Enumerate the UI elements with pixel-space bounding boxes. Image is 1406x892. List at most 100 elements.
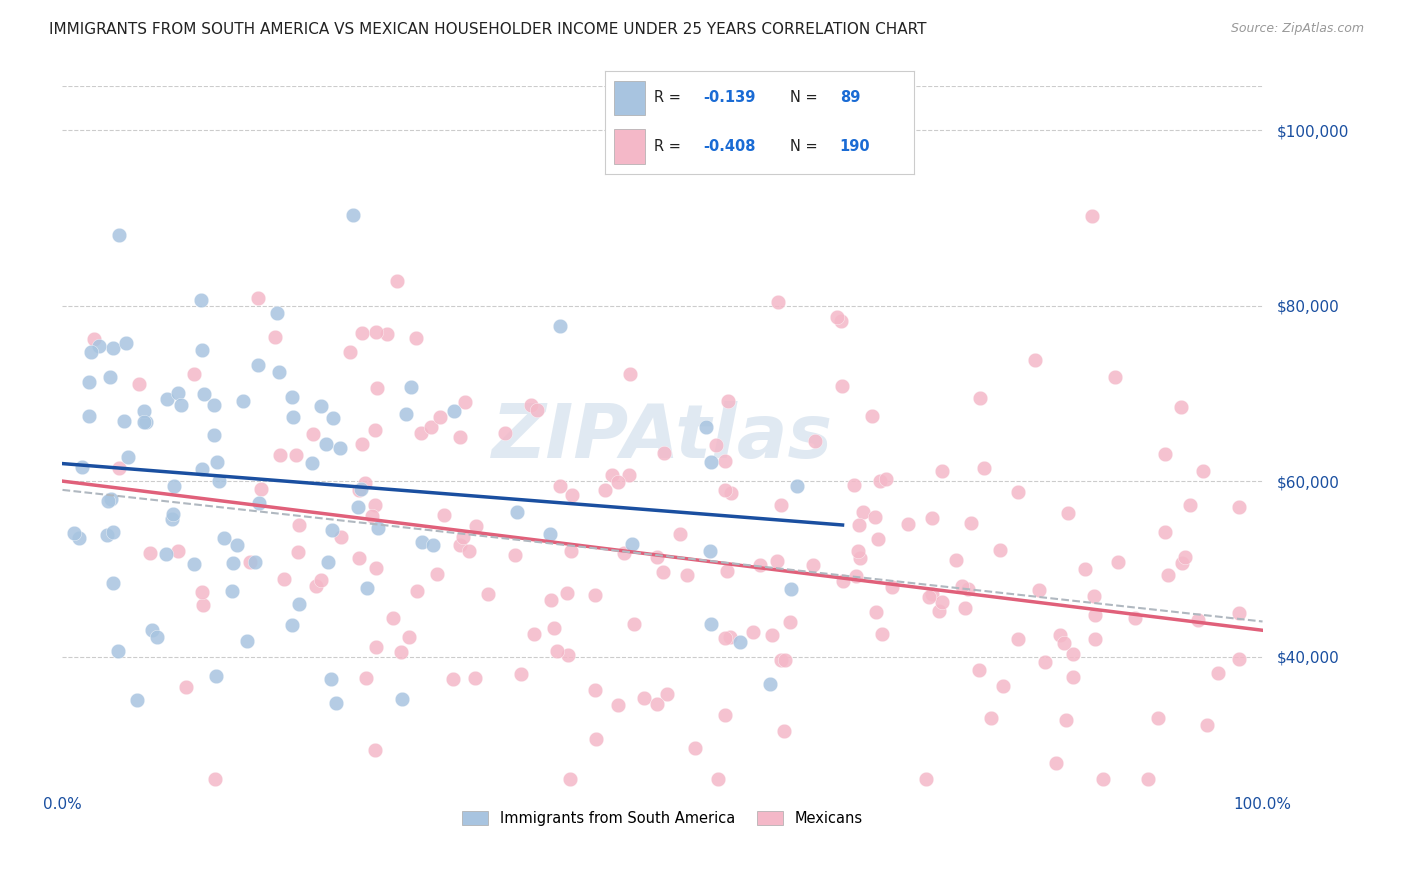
Point <box>204 772 226 787</box>
Point <box>79 375 101 389</box>
Point <box>398 630 420 644</box>
Point <box>405 330 427 344</box>
Point <box>509 667 531 681</box>
Point <box>714 631 737 645</box>
Point <box>1156 567 1178 582</box>
Point <box>315 437 337 451</box>
Point <box>519 398 541 412</box>
Point <box>779 582 801 596</box>
Point <box>1033 655 1056 669</box>
Point <box>79 409 101 423</box>
Point <box>717 393 740 408</box>
Point <box>652 445 675 459</box>
Point <box>759 677 782 691</box>
Point <box>409 425 432 440</box>
Point <box>503 548 526 562</box>
Point <box>451 530 474 544</box>
Point <box>212 532 235 546</box>
Point <box>540 592 562 607</box>
Point <box>281 390 304 404</box>
Point <box>347 500 370 515</box>
Point <box>849 551 872 566</box>
Point <box>247 496 270 510</box>
Point <box>167 386 190 401</box>
Point <box>245 556 267 570</box>
Point <box>329 441 352 455</box>
Point <box>443 404 465 418</box>
Point <box>1092 772 1115 787</box>
Text: IMMIGRANTS FROM SOUTH AMERICA VS MEXICAN HOUSEHOLDER INCOME UNDER 25 YEARS CORRE: IMMIGRANTS FROM SOUTH AMERICA VS MEXICAN… <box>49 22 927 37</box>
Point <box>695 420 717 434</box>
Point <box>273 572 295 586</box>
Point <box>67 531 90 545</box>
Point <box>896 517 918 532</box>
Point <box>239 555 262 569</box>
Point <box>117 450 139 464</box>
Point <box>714 483 737 498</box>
Point <box>869 474 891 488</box>
Point <box>305 579 328 593</box>
Point <box>287 597 309 611</box>
Point <box>406 584 429 599</box>
Point <box>356 581 378 595</box>
Point <box>1062 670 1084 684</box>
Point <box>329 530 352 544</box>
Point <box>980 711 1002 725</box>
Point <box>1024 352 1046 367</box>
Point <box>560 544 582 558</box>
Point <box>429 410 451 425</box>
Text: -0.408: -0.408 <box>703 139 756 154</box>
Point <box>385 274 408 288</box>
Point <box>389 645 412 659</box>
Point <box>301 456 323 470</box>
Point <box>773 723 796 738</box>
Point <box>87 339 110 353</box>
Point <box>1123 611 1146 625</box>
Point <box>645 698 668 712</box>
Point <box>652 565 675 579</box>
Point <box>361 509 384 524</box>
Point <box>135 415 157 429</box>
Point <box>250 482 273 496</box>
Point <box>132 415 155 429</box>
Point <box>918 590 941 604</box>
Point <box>728 634 751 648</box>
Point <box>1136 772 1159 787</box>
Point <box>931 464 953 478</box>
Point <box>1227 500 1250 514</box>
Point <box>561 488 583 502</box>
Bar <box>614 128 645 163</box>
Point <box>382 611 405 625</box>
Point <box>633 691 655 706</box>
Point <box>174 680 197 694</box>
Point <box>1227 651 1250 665</box>
Point <box>494 425 516 440</box>
Point <box>167 543 190 558</box>
Point <box>193 387 215 401</box>
Point <box>350 437 373 451</box>
Point <box>773 653 796 667</box>
Point <box>1062 647 1084 661</box>
Point <box>583 682 606 697</box>
Point <box>860 409 883 424</box>
Point <box>683 740 706 755</box>
Point <box>960 516 983 531</box>
Point <box>443 672 465 686</box>
Point <box>560 772 582 787</box>
Point <box>953 601 976 615</box>
Point <box>1170 400 1192 414</box>
Point <box>364 640 387 654</box>
Point <box>108 461 131 475</box>
Point <box>718 630 741 644</box>
Point <box>266 306 288 320</box>
Point <box>155 548 177 562</box>
Point <box>557 648 579 662</box>
Point <box>321 523 343 537</box>
Point <box>63 526 86 541</box>
Point <box>183 557 205 571</box>
Point <box>1049 628 1071 642</box>
Point <box>225 538 247 552</box>
Point <box>70 460 93 475</box>
Point <box>134 404 156 418</box>
Point <box>707 772 730 787</box>
